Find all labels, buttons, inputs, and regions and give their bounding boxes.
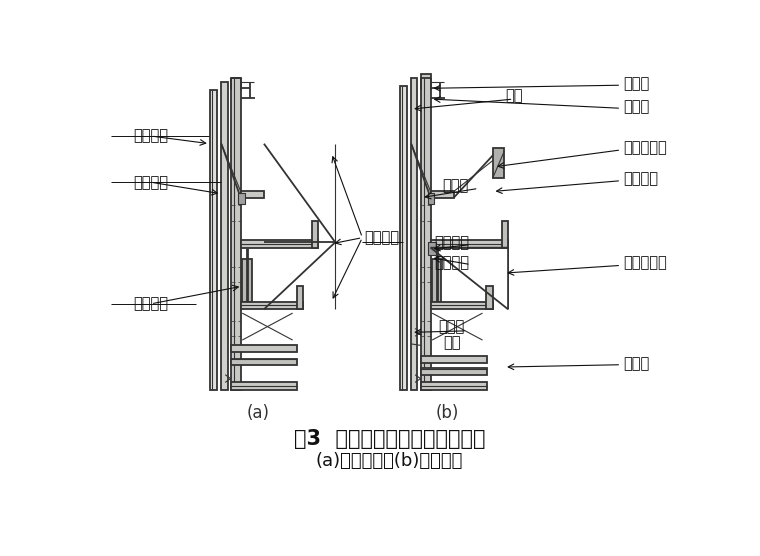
Text: 模板系统: 模板系统 (133, 128, 168, 143)
Bar (431, 302, 492, 309)
Bar (239, 193, 245, 204)
Bar (221, 82, 227, 390)
Bar (411, 78, 417, 390)
Bar (421, 383, 487, 390)
Bar (421, 75, 431, 390)
Text: (a)爬模系统；(b)细部构造: (a)爬模系统；(b)细部构造 (316, 452, 463, 470)
Text: (b): (b) (436, 404, 459, 422)
Text: 导轨: 导轨 (443, 335, 461, 350)
Bar (231, 345, 297, 351)
Bar (241, 191, 264, 197)
Bar (210, 90, 217, 390)
Text: 预埋件: 预埋件 (442, 178, 468, 193)
Text: 吊平台: 吊平台 (623, 356, 650, 371)
Bar (431, 240, 508, 247)
Text: 上平台: 上平台 (623, 76, 650, 91)
Bar (231, 383, 297, 390)
Bar (502, 221, 508, 247)
Text: 图3  液压自动爬模系统组成示意: 图3 液压自动爬模系统组成示意 (294, 429, 485, 449)
Bar (431, 191, 454, 197)
Bar (486, 286, 492, 309)
Bar (492, 147, 504, 178)
Bar (312, 221, 318, 247)
Text: 后移装置: 后移装置 (623, 171, 659, 186)
Bar (432, 259, 442, 301)
Bar (242, 259, 252, 301)
Text: 附墙挂座: 附墙挂座 (434, 235, 469, 250)
Text: 附墙撑: 附墙撑 (439, 320, 464, 335)
Bar (231, 359, 297, 365)
Bar (428, 193, 435, 204)
Bar (421, 356, 487, 363)
Bar (241, 240, 318, 247)
Bar (241, 302, 302, 309)
Text: 主龙骨斜撑: 主龙骨斜撑 (623, 140, 667, 155)
Text: 埋件系统: 埋件系统 (133, 175, 168, 190)
Text: 液压系统: 液压系统 (133, 296, 168, 311)
Bar (231, 78, 241, 390)
Text: 模板: 模板 (505, 88, 522, 103)
Text: (a): (a) (246, 404, 269, 422)
Text: 支架系统: 支架系统 (364, 230, 399, 245)
Bar (400, 86, 407, 390)
Text: 横梁钩头: 横梁钩头 (434, 256, 469, 271)
Bar (296, 286, 302, 309)
Text: 主龙骨: 主龙骨 (623, 100, 650, 115)
Bar (428, 241, 436, 255)
Bar (421, 368, 487, 375)
Text: 承重三角架: 承重三角架 (623, 256, 667, 271)
